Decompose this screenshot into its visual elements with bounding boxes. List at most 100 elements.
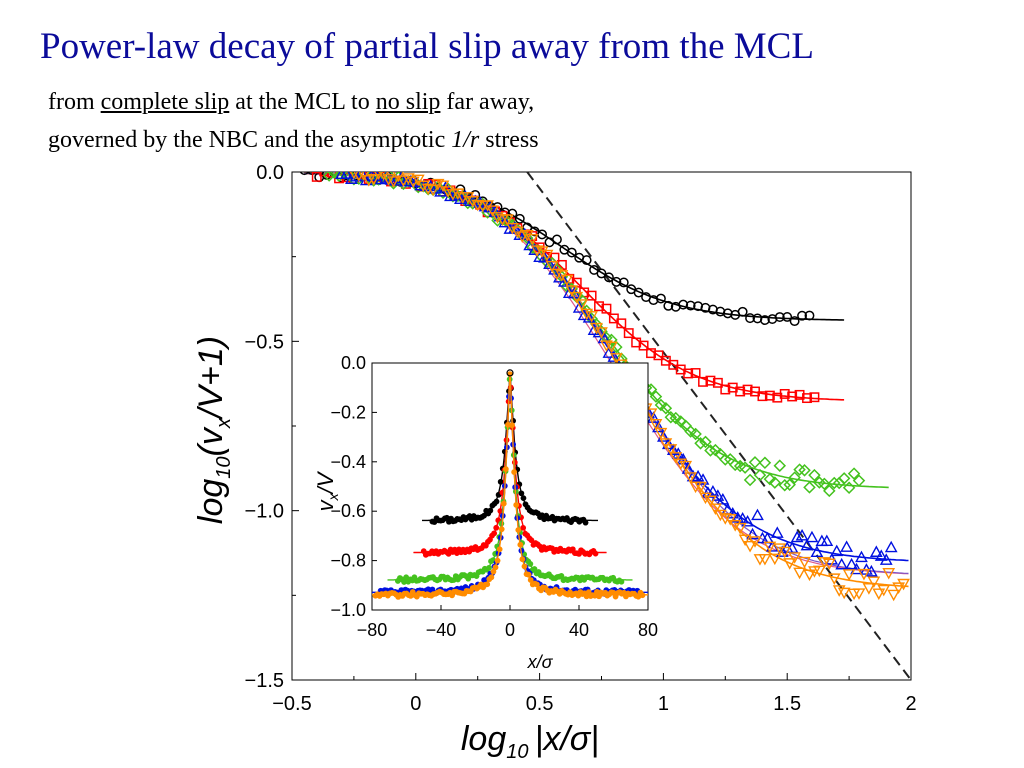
- main-marker-triangle-down: [664, 444, 678, 456]
- main-x-tick-label: 1.5: [773, 693, 801, 715]
- inset-marker-red: [528, 537, 535, 544]
- main-marker-square: [690, 368, 701, 378]
- inset-y-tick-label: −0.4: [330, 452, 366, 472]
- main-marker-triangle-down: [411, 174, 425, 187]
- main-marker-diamond: [803, 481, 816, 494]
- main-marker-diamond: [748, 456, 762, 469]
- main-marker-square: [757, 391, 768, 402]
- main-marker-square: [742, 384, 753, 395]
- main-marker-diamond: [466, 197, 480, 210]
- main-marker-diamond: [788, 471, 801, 484]
- main-marker-triangle-up: [840, 540, 854, 552]
- main-marker-circle: [307, 172, 317, 176]
- inset-marker-orange: [492, 564, 499, 571]
- main-marker-diamond: [852, 474, 866, 487]
- x-label-log: log: [461, 720, 506, 758]
- main-marker-triangle-down: [694, 481, 707, 494]
- main-marker-triangle-up: [607, 350, 621, 362]
- main-marker-triangle-down: [358, 172, 369, 181]
- main-marker-triangle-up: [340, 172, 353, 179]
- main-marker-circle: [470, 189, 481, 200]
- main-marker-diamond: [694, 437, 707, 450]
- main-marker-diamond: [669, 411, 683, 425]
- main-marker-diamond: [753, 468, 767, 482]
- subtitle-2-prefix: governed by the NBC and the asymptotic: [48, 127, 452, 153]
- main-marker-diamond: [768, 476, 782, 489]
- main-marker-diamond: [847, 467, 861, 480]
- main-marker-triangle-up: [746, 527, 759, 540]
- main-marker-triangle-down: [535, 246, 549, 258]
- main-marker-triangle-down: [451, 188, 465, 200]
- main-marker-triangle-down: [466, 196, 480, 208]
- main-marker-square: [705, 375, 716, 386]
- y-label-sub10: 10: [213, 456, 235, 478]
- inset-marker-orange: [500, 500, 507, 507]
- main-marker-triangle-up: [696, 473, 710, 485]
- main-marker-triangle-down: [778, 546, 792, 559]
- main-marker-diamond: [699, 435, 712, 449]
- main-marker-triangle-down: [827, 573, 841, 585]
- main-marker-triangle-down: [813, 565, 826, 578]
- main-marker-circle: [782, 312, 793, 322]
- main-marker-diamond: [649, 390, 663, 403]
- main-marker-square: [638, 340, 649, 351]
- main-marker-square: [594, 301, 604, 312]
- main-marker-triangle-down: [803, 569, 816, 582]
- main-marker-diamond: [837, 472, 851, 485]
- main-marker-triangle-down: [349, 172, 358, 180]
- main-marker-triangle-down: [892, 582, 906, 594]
- main-marker-square: [712, 377, 723, 388]
- main-marker-circle: [566, 247, 577, 258]
- main-marker-triangle-up: [528, 243, 542, 255]
- main-marker-triangle-up: [543, 257, 556, 270]
- inset-y-label-sub: x: [325, 492, 341, 501]
- main-y-tick-label: −1.0: [245, 501, 284, 523]
- main-marker-triangle-down: [540, 249, 554, 262]
- main-marker-square: [698, 376, 708, 387]
- main-marker-circle: [551, 234, 562, 245]
- inset-x-tick-label: −80: [357, 620, 388, 640]
- subtitle-2-suffix: stress: [479, 127, 539, 153]
- main-marker-triangle-down: [793, 567, 806, 580]
- main-data-group: [299, 172, 911, 680]
- subtitle-1-over-r: 1/r: [451, 127, 480, 153]
- main-marker-triangle-down: [585, 311, 598, 323]
- main-marker-triangle-up: [805, 530, 819, 543]
- main-marker-triangle-down: [575, 299, 589, 311]
- main-marker-triangle-down: [505, 222, 519, 235]
- main-marker-triangle-up: [666, 443, 680, 456]
- main-y-tick-label: −1.5: [245, 670, 284, 692]
- main-marker-diamond: [773, 459, 787, 472]
- inset-y-tick-label: −0.2: [330, 402, 366, 422]
- subtitle-line-1: from complete slip at the MCL to no slip…: [48, 90, 948, 114]
- main-marker-triangle-up: [800, 538, 814, 551]
- inset-marker-orange: [498, 526, 505, 533]
- main-x-tick-label: 0: [410, 693, 421, 715]
- main-x-tick-label: −0.5: [272, 693, 311, 715]
- main-marker-square: [646, 348, 656, 359]
- inset-marker-orange: [517, 541, 524, 548]
- main-marker-diamond: [793, 463, 806, 476]
- main-marker-triangle-down: [387, 176, 400, 188]
- inset-marker-red: [592, 550, 599, 557]
- main-x-axis-label: log10 |x/σ|: [461, 720, 599, 763]
- main-marker-triangle-down: [431, 178, 445, 191]
- main-marker-triangle-down: [733, 522, 747, 535]
- main-marker-square: [787, 391, 798, 402]
- main-marker-triangle-down: [600, 340, 613, 352]
- main-marker-circle: [797, 310, 808, 321]
- main-marker-triangle-down: [763, 541, 777, 554]
- main-marker-triangle-down: [545, 260, 559, 273]
- inset-marker-orange: [513, 502, 520, 508]
- inset-marker-orange: [525, 571, 532, 578]
- main-marker-square: [735, 386, 746, 397]
- main-marker-triangle-down: [684, 472, 698, 484]
- main-marker-circle: [581, 255, 592, 266]
- main-marker-triangle-down: [491, 212, 504, 224]
- main-marker-triangle-down: [817, 557, 831, 569]
- main-marker-triangle-down: [436, 180, 450, 193]
- main-marker-diamond: [491, 214, 504, 227]
- inset-marker-green: [527, 561, 534, 567]
- main-marker-diamond: [808, 468, 821, 482]
- subtitle-1-mid: at the MCL to: [229, 89, 376, 115]
